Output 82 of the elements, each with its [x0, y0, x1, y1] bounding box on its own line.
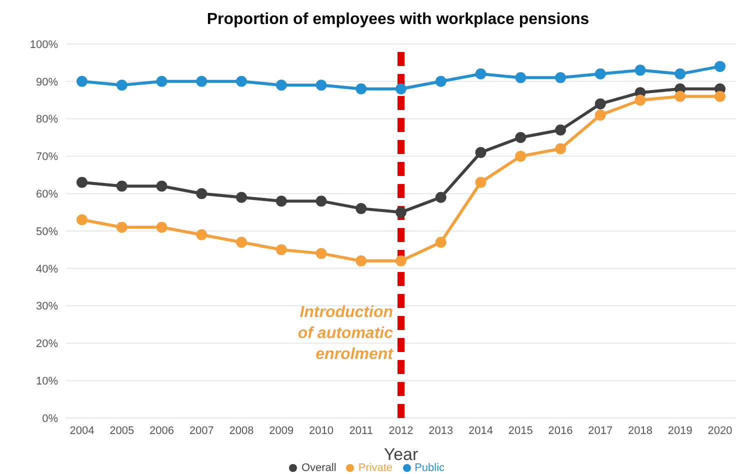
point	[116, 80, 128, 91]
point	[236, 76, 247, 87]
legend-label: Public	[414, 462, 445, 474]
point	[396, 83, 406, 94]
point	[316, 80, 327, 91]
point	[76, 214, 88, 226]
y-tick-label: 60%	[36, 188, 58, 201]
point	[196, 76, 208, 87]
point	[555, 124, 566, 136]
point	[196, 229, 208, 240]
point	[435, 192, 446, 203]
point	[674, 68, 686, 80]
point	[116, 180, 128, 192]
point	[594, 98, 606, 110]
point	[76, 176, 88, 188]
point	[634, 94, 646, 106]
point	[396, 255, 406, 266]
x-tick-label: 2009	[269, 424, 294, 437]
y-tick-label: 30%	[36, 300, 58, 313]
x-tick-label: 2015	[508, 424, 533, 437]
chart-title: Proportion of employees with workplace pensions	[206, 10, 590, 30]
point	[236, 236, 247, 248]
point	[435, 76, 446, 87]
point	[594, 68, 606, 80]
point	[555, 72, 566, 84]
x-tick-label: 2012	[388, 424, 414, 437]
point	[276, 244, 287, 256]
point	[515, 72, 526, 84]
point	[356, 83, 367, 94]
y-tick-label: 40%	[36, 263, 58, 276]
point	[594, 110, 606, 121]
x-tick-label: 2017	[588, 424, 613, 437]
x-tick-label: 2020	[708, 424, 732, 437]
x-tick-label: 2014	[468, 424, 493, 437]
point	[196, 188, 208, 200]
point	[316, 196, 327, 207]
point	[475, 146, 486, 158]
x-tick-label: 2016	[548, 424, 573, 437]
point	[515, 150, 526, 162]
y-tick-label: 20%	[36, 338, 58, 350]
point	[276, 196, 287, 207]
point	[156, 180, 168, 192]
x-tick-label: 2005	[110, 424, 134, 437]
x-tick-label: 2013	[428, 424, 454, 437]
point	[116, 222, 128, 233]
point	[156, 76, 168, 87]
x-tick-label: 2008	[229, 424, 254, 437]
y-tick-label: 80%	[36, 114, 58, 126]
x-tick-label: 2018	[628, 424, 652, 437]
point	[475, 68, 486, 80]
point	[674, 90, 686, 102]
point	[396, 206, 406, 218]
point	[76, 76, 88, 87]
x-tick-label: 2010	[309, 424, 334, 437]
x-tick-label: 2019	[668, 424, 692, 437]
point	[634, 64, 646, 76]
point	[555, 143, 566, 154]
y-tick-label: 0%	[42, 412, 58, 425]
legend-label: Private	[358, 462, 393, 474]
point	[236, 192, 247, 203]
point	[356, 203, 367, 214]
ref-line-label: Introduction of automatic enrolment	[298, 304, 394, 364]
y-tick-label: 90%	[36, 76, 58, 88]
x-tick-label: 2011	[349, 424, 373, 437]
y-tick-label: 70%	[36, 151, 58, 164]
y-tick-label: 100%	[30, 38, 58, 51]
point	[156, 222, 168, 233]
x-tick-label: 2006	[150, 424, 174, 437]
point	[356, 255, 367, 266]
point	[515, 132, 526, 143]
y-tick-label: 50%	[36, 226, 58, 238]
point	[435, 236, 446, 248]
point	[316, 248, 327, 259]
x-tick-label: 2004	[70, 424, 94, 437]
x-axis-title: Year	[384, 445, 419, 464]
point	[475, 176, 486, 188]
x-tick-label: 2007	[189, 424, 214, 437]
point	[276, 80, 287, 91]
point	[714, 90, 726, 102]
y-tick-label: 10%	[36, 376, 58, 388]
point	[714, 60, 726, 72]
legend-label: Overall	[301, 462, 336, 474]
